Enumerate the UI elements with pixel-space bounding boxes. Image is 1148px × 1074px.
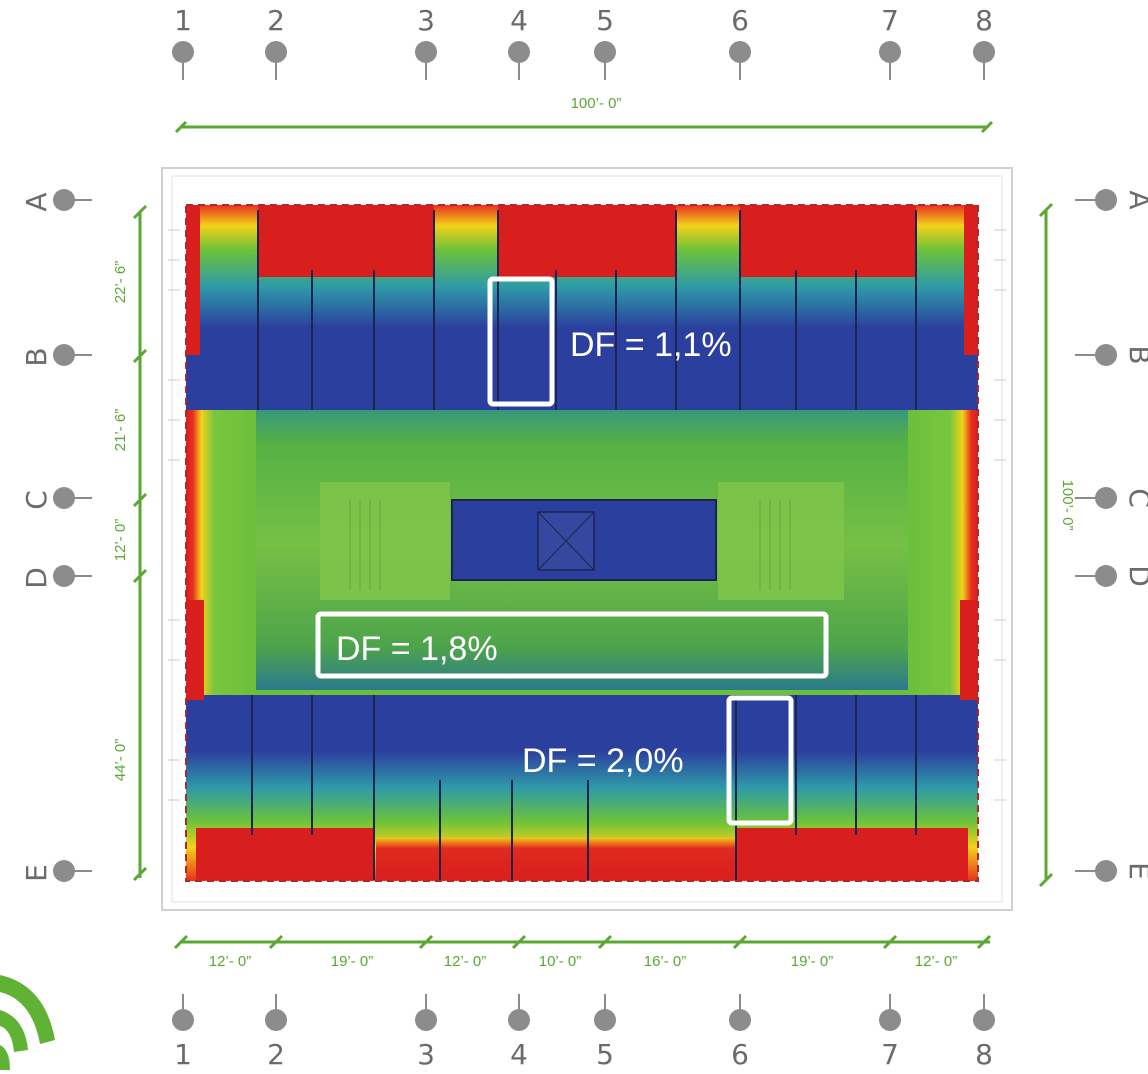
svg-text:5: 5: [596, 4, 614, 37]
grid-markers-bottom: 1 2 3 4 5 6 7 8: [172, 994, 995, 1071]
svg-text:A: A: [1123, 190, 1148, 209]
svg-text:2: 2: [267, 4, 285, 37]
grid-marker-bottom-7: 7: [879, 994, 901, 1071]
bay-y-2-label: 21’- 6”: [112, 409, 129, 452]
df-callout-bottom: DF = 2,0%: [522, 695, 794, 826]
svg-text:C: C: [1123, 488, 1148, 508]
overall-width-dimension: 100’- 0”: [174, 95, 994, 134]
grid-markers-top: 1 2 3 4 5 6 7 8: [172, 4, 995, 80]
grid-marker-top-6: 6: [729, 4, 751, 80]
bay-x-1-label: 12’- 0”: [209, 953, 252, 970]
grid-marker-top-2: 2: [265, 4, 287, 80]
overall-depth-label: 100’- 0”: [1059, 480, 1076, 531]
bay-x-5-label: 16’- 0”: [644, 953, 687, 970]
grid-marker-bottom-1: 1: [172, 994, 194, 1071]
svg-text:B: B: [1123, 345, 1148, 364]
svg-text:E: E: [20, 864, 53, 882]
grid-marker-right-E: E: [1075, 860, 1148, 882]
overall-depth-dimension: 100’- 0”: [1038, 202, 1076, 888]
grid-marker-left-D: D: [20, 565, 92, 589]
svg-text:D: D: [1123, 565, 1148, 587]
bottom-dimensions: 12’- 0” 19’- 0” 12’- 0” 10’- 0” 16’- 0” …: [173, 934, 992, 970]
overall-width-label: 100’- 0”: [571, 95, 622, 112]
left-dimensions: 22’- 6” 21’- 6” 12’- 0” 44’- 0”: [112, 204, 148, 882]
svg-text:4: 4: [510, 4, 528, 37]
grid-marker-right-C: C: [1075, 487, 1148, 509]
grid-marker-bottom-2: 2: [265, 994, 287, 1071]
svg-text:E: E: [1123, 862, 1148, 880]
svg-text:B: B: [20, 347, 53, 366]
svg-text:5: 5: [596, 1038, 614, 1071]
grid-marker-right-B: B: [1075, 344, 1148, 366]
grid-marker-bottom-4: 4: [508, 994, 530, 1071]
building-outline: [161, 167, 1013, 911]
bay-y-3-label: 12’- 0”: [112, 519, 129, 562]
svg-text:C: C: [20, 490, 53, 510]
svg-text:6: 6: [731, 4, 749, 37]
grid-marker-left-E: E: [20, 860, 92, 882]
grid-marker-right-A: A: [1075, 189, 1148, 211]
svg-text:8: 8: [975, 1038, 993, 1071]
svg-text:2: 2: [267, 1038, 285, 1071]
grid-markers-left: A B C D E: [20, 189, 92, 882]
grid-marker-left-C: C: [20, 487, 92, 510]
svg-text:A: A: [20, 192, 53, 211]
df-label-middle: DF = 1,8%: [336, 630, 498, 668]
svg-text:6: 6: [731, 1038, 749, 1071]
grid-marker-bottom-3: 3: [415, 994, 437, 1071]
grid-marker-left-B: B: [20, 344, 92, 367]
grid-marker-top-4: 4: [508, 4, 530, 80]
bay-x-2-label: 19’- 0”: [331, 953, 374, 970]
grid-marker-right-D: D: [1075, 565, 1148, 587]
svg-text:7: 7: [881, 1038, 899, 1071]
grid-marker-bottom-6: 6: [729, 994, 751, 1071]
daylight-factor-heatmap: [185, 204, 979, 882]
df-label-bottom: DF = 2,0%: [522, 742, 684, 780]
grid-marker-top-8: 8: [973, 4, 995, 80]
grid-marker-top-5: 5: [594, 4, 616, 80]
logo-fragment: [0, 975, 55, 1070]
grid-markers-right: A B C D E: [1075, 189, 1148, 882]
grid-marker-bottom-5: 5: [594, 994, 616, 1071]
svg-text:1: 1: [174, 1038, 192, 1071]
df-callout-top: DF = 1,1%: [487, 276, 732, 407]
grid-marker-bottom-8: 8: [973, 994, 995, 1071]
df-callout-middle: DF = 1,8%: [315, 611, 829, 679]
df-label-top: DF = 1,1%: [570, 326, 732, 364]
grid-marker-top-7: 7: [879, 4, 901, 80]
bay-y-4-label: 44’- 0”: [112, 739, 129, 782]
bay-x-7-label: 12’- 0”: [915, 953, 958, 970]
bay-y-1-label: 22’- 6”: [112, 261, 129, 304]
svg-text:4: 4: [510, 1038, 528, 1071]
bay-x-3-label: 12’- 0”: [444, 953, 487, 970]
grid-marker-top-1: 1: [172, 4, 194, 80]
svg-text:1: 1: [174, 4, 192, 37]
svg-text:7: 7: [881, 4, 899, 37]
svg-text:3: 3: [417, 4, 435, 37]
grid-marker-left-A: A: [20, 189, 92, 212]
bay-x-4-label: 10’- 0”: [539, 953, 582, 970]
svg-text:D: D: [20, 567, 53, 589]
svg-text:3: 3: [417, 1038, 435, 1071]
svg-text:8: 8: [975, 4, 993, 37]
bay-x-6-label: 19’- 0”: [791, 953, 834, 970]
grid-marker-top-3: 3: [415, 4, 437, 80]
